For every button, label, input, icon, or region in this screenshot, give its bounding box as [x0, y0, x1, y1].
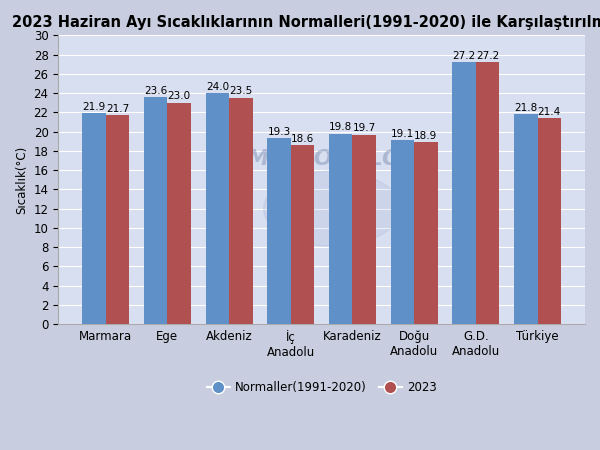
Text: 21.8: 21.8 — [514, 103, 538, 113]
Bar — [167, 103, 191, 324]
Text: 19.1: 19.1 — [391, 129, 414, 139]
Bar — [268, 138, 291, 324]
Bar — [106, 115, 129, 324]
Bar — [514, 114, 538, 324]
Text: 27.2: 27.2 — [452, 51, 476, 61]
Bar — [291, 145, 314, 324]
Text: 19.7: 19.7 — [353, 123, 376, 133]
Text: 21.9: 21.9 — [82, 102, 106, 112]
Bar — [229, 98, 253, 324]
Text: 19.3: 19.3 — [268, 127, 290, 137]
Circle shape — [263, 171, 401, 246]
Text: 24.0: 24.0 — [206, 81, 229, 92]
Text: 18.6: 18.6 — [291, 134, 314, 144]
Text: METEOROLOJİ: METEOROLOJİ — [247, 144, 418, 169]
Text: 19.8: 19.8 — [329, 122, 352, 132]
Bar — [144, 97, 167, 324]
Bar — [538, 118, 561, 324]
Bar — [452, 62, 476, 324]
Legend: Normaller(1991-2020), 2023: Normaller(1991-2020), 2023 — [202, 376, 442, 399]
Text: 21.4: 21.4 — [538, 107, 561, 117]
Bar — [476, 62, 499, 324]
Text: 21.7: 21.7 — [106, 104, 129, 114]
Bar — [391, 140, 414, 324]
Text: 23.5: 23.5 — [229, 86, 253, 96]
Title: 2023 Haziran Ayı Sıcaklıklarının Normalleri(1991-2020) ile Karşılaştırılması: 2023 Haziran Ayı Sıcaklıklarının Normall… — [13, 15, 600, 30]
Y-axis label: Sıcaklık(°C): Sıcaklık(°C) — [15, 146, 28, 214]
Text: 18.9: 18.9 — [414, 131, 437, 141]
Bar — [329, 134, 352, 324]
Text: 23.6: 23.6 — [144, 86, 167, 95]
Bar — [82, 113, 106, 324]
Bar — [206, 93, 229, 324]
Text: 23.0: 23.0 — [167, 91, 191, 101]
Text: 27.2: 27.2 — [476, 51, 499, 61]
Bar — [414, 142, 437, 324]
Bar — [352, 135, 376, 324]
